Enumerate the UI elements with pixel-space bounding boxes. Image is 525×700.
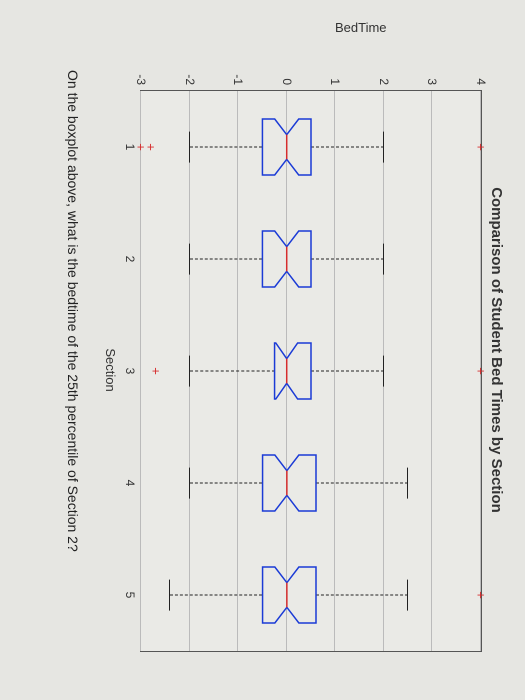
y-axis-label: BedTime	[335, 20, 387, 35]
xtick-label: 3	[123, 368, 137, 375]
outlier: +	[148, 367, 163, 375]
ytick-label: -2	[183, 74, 197, 85]
question-text: On the boxplot above, what is the bedtim…	[65, 70, 81, 670]
ytick-label: 1	[328, 78, 342, 85]
ytick-label: -3	[134, 74, 148, 85]
gridline	[431, 91, 432, 651]
xtick-label: 4	[123, 480, 137, 487]
outlier: +	[474, 591, 489, 599]
ytick-label: 2	[377, 78, 391, 85]
outlier: +	[474, 367, 489, 375]
ytick-label: -1	[231, 74, 245, 85]
page-container: Comparison of Student Bed Times by Secti…	[0, 0, 525, 700]
outlier: +	[134, 143, 149, 151]
x-axis-label: Section	[103, 90, 118, 650]
gridline	[140, 91, 141, 651]
xtick-label: 5	[123, 592, 137, 599]
ytick-label: 3	[425, 78, 439, 85]
outlier: +	[474, 143, 489, 151]
ytick-label: 0	[280, 78, 294, 85]
chart-title: Comparison of Student Bed Times by Secti…	[488, 30, 505, 670]
plot-area: -3-2-10123412345++++++	[140, 90, 482, 652]
xtick-label: 2	[123, 256, 137, 263]
ytick-label: 4	[474, 78, 488, 85]
